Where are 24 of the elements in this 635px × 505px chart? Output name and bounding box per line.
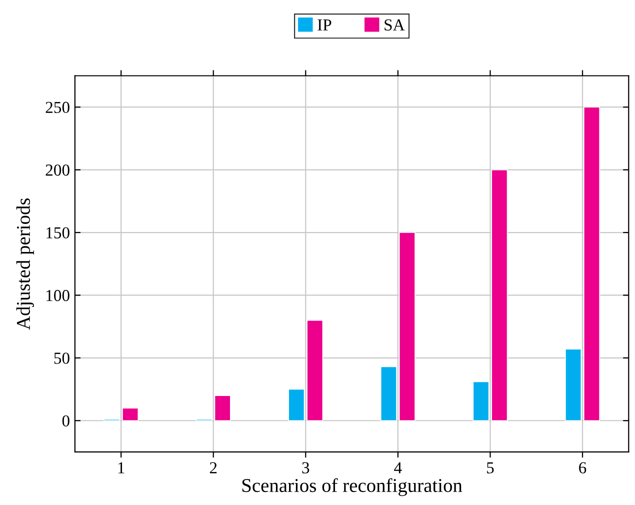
x-tick-label: 5 xyxy=(487,462,494,474)
y-tick-label: 0 xyxy=(62,415,70,427)
y-axis-title: Adjusted periods xyxy=(16,198,34,330)
y-tick-label: 150 xyxy=(46,227,70,238)
bar xyxy=(565,348,582,422)
x-tick-label: 6 xyxy=(579,462,586,474)
bar xyxy=(398,232,416,422)
legend-label: SA xyxy=(384,19,405,31)
bar xyxy=(122,408,139,422)
x-tick-label: 3 xyxy=(302,462,310,474)
x-tick-label: 2 xyxy=(210,462,217,474)
y-tick-label: 100 xyxy=(46,290,70,302)
y-tick-label: 50 xyxy=(54,352,70,364)
bar xyxy=(214,395,231,422)
legend-label: IP xyxy=(318,19,332,30)
bar xyxy=(380,366,397,422)
y-tick-label: 200 xyxy=(46,164,70,176)
bar xyxy=(288,388,305,422)
y-tick-label: 250 xyxy=(46,102,70,114)
x-axis-title: Scenarios of reconfiguration xyxy=(242,478,462,496)
bar xyxy=(306,320,324,422)
bar xyxy=(583,106,600,422)
x-tick-label: 1 xyxy=(118,462,124,474)
x-tick-label: 4 xyxy=(394,462,402,474)
